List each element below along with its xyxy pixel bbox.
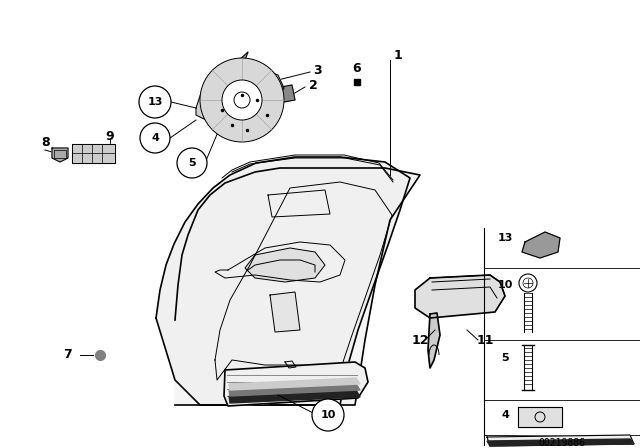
Text: 10: 10	[320, 410, 336, 420]
Circle shape	[177, 148, 207, 178]
Text: 8: 8	[42, 135, 51, 148]
Text: 5: 5	[188, 158, 196, 168]
Polygon shape	[487, 439, 634, 446]
Polygon shape	[518, 407, 562, 427]
Polygon shape	[522, 232, 560, 258]
Polygon shape	[270, 292, 300, 332]
Polygon shape	[52, 148, 68, 162]
Polygon shape	[245, 248, 325, 282]
Polygon shape	[196, 68, 284, 126]
Polygon shape	[229, 378, 360, 390]
Text: 10: 10	[497, 280, 513, 290]
Polygon shape	[224, 362, 368, 406]
Text: 9: 9	[106, 129, 115, 142]
Circle shape	[519, 274, 537, 292]
Polygon shape	[276, 85, 295, 103]
Circle shape	[200, 58, 284, 142]
Circle shape	[139, 86, 171, 118]
Text: 13: 13	[497, 233, 513, 243]
Circle shape	[222, 80, 262, 120]
Polygon shape	[72, 144, 115, 163]
Polygon shape	[229, 384, 360, 396]
Circle shape	[312, 399, 344, 431]
Text: 12: 12	[412, 333, 429, 346]
Text: 1: 1	[394, 48, 403, 61]
Text: 4: 4	[151, 133, 159, 143]
Text: 4: 4	[501, 410, 509, 420]
Text: 7: 7	[63, 349, 72, 362]
Text: 3: 3	[314, 64, 323, 77]
Polygon shape	[487, 435, 634, 446]
Text: 00219886: 00219886	[538, 438, 586, 448]
Text: 13: 13	[147, 97, 163, 107]
Polygon shape	[230, 52, 248, 68]
Circle shape	[140, 123, 170, 153]
Polygon shape	[156, 157, 410, 405]
Text: 5: 5	[501, 353, 509, 363]
Polygon shape	[428, 313, 440, 368]
Polygon shape	[175, 168, 420, 405]
Text: 11: 11	[476, 333, 493, 346]
Polygon shape	[229, 390, 360, 403]
Polygon shape	[415, 275, 505, 318]
Text: 2: 2	[308, 78, 317, 91]
Text: 6: 6	[353, 61, 362, 74]
